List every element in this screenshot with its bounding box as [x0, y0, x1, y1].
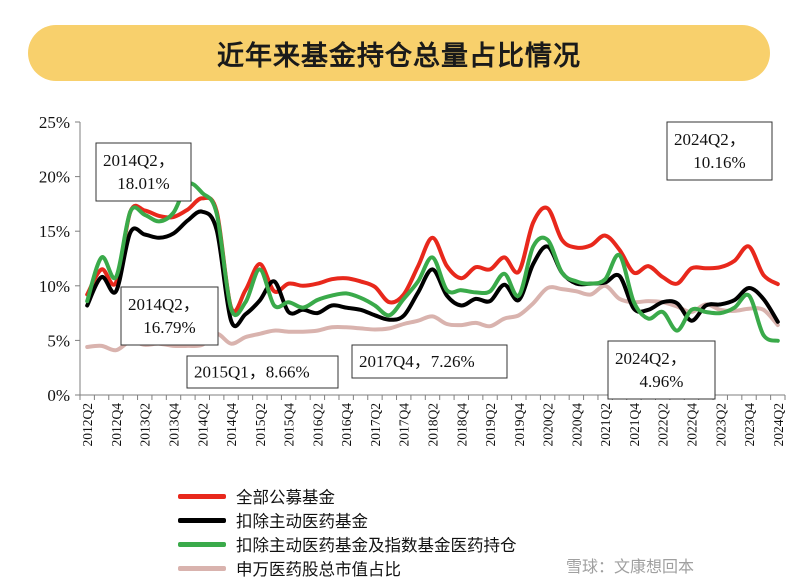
y-tick-label: 15% [39, 222, 70, 241]
series-excl-active-and-index-pharma-line [85, 181, 780, 343]
y-tick-label: 25% [39, 113, 70, 132]
legend-swatch [178, 517, 226, 523]
x-tick-label: 2016Q2 [310, 403, 325, 447]
x-tick-label: 2012Q2 [80, 403, 95, 447]
x-tick-label: 2023Q4 [742, 403, 757, 447]
legend-label: 申万医药股总市值占比 [236, 560, 401, 579]
legend-swatch [178, 493, 226, 499]
x-tick-label: 2018Q4 [454, 403, 469, 447]
x-tick-label: 2020Q2 [541, 403, 556, 447]
annotation-frame [120, 286, 219, 346]
legend-item: 全部公募基金 [178, 484, 517, 508]
x-tick-label: 2018Q2 [426, 403, 441, 447]
x-tick-label: 2024Q2 [771, 403, 786, 447]
legend-label: 扣除主动医药基金及指数基金医药持仓 [236, 536, 517, 555]
legend-item: 扣除主动医药基金及指数基金医药持仓 [178, 532, 517, 556]
annotation-label: 4.96% [640, 372, 684, 391]
series-all-public-funds-line [85, 195, 780, 314]
x-tick-label: 2019Q2 [483, 403, 498, 447]
x-tick-label: 2022Q2 [656, 403, 671, 447]
x-tick-label: 2016Q4 [339, 403, 354, 447]
annotation-box: 2014Q2， 16.79% [120, 286, 219, 346]
annotation-frame [351, 344, 508, 379]
legend-label: 全部公募基金 [236, 488, 335, 507]
x-tick-label: 2014Q2 [195, 403, 210, 447]
annotation-label: 2014Q2， [103, 151, 175, 170]
x-tick-label: 2021Q2 [598, 403, 613, 447]
annotation-box: 2024Q2， 10.16% [666, 121, 773, 181]
title-banner: 近年来基金持仓总量占比情况 [28, 25, 770, 81]
x-tick-label: 2019Q4 [512, 403, 527, 447]
annotation-frame [186, 355, 339, 389]
annotation-label: 2017Q4，7.26% [359, 352, 475, 371]
x-tick-label: 2022Q4 [684, 403, 699, 447]
x-tick-label: 2013Q4 [167, 403, 182, 447]
legend-swatch [178, 541, 226, 547]
y-tick-label: 5% [47, 331, 70, 350]
x-tick-label: 2021Q4 [627, 403, 642, 447]
annotation-label: 18.01% [117, 174, 169, 193]
annotation-box: 2014Q2， 18.01% [95, 142, 192, 202]
legend-item: 申万医药股总市值占比 [178, 556, 517, 580]
annotation-box: 2024Q2， 4.96% [607, 340, 716, 400]
annotation-box: 2017Q4，7.26% [351, 344, 508, 379]
legend-label: 扣除主动医药基金 [236, 512, 368, 531]
x-tick-label: 2023Q2 [713, 403, 728, 447]
x-tick-label: 2014Q4 [224, 403, 239, 447]
chart-title: 近年来基金持仓总量占比情况 [217, 40, 581, 72]
annotation-label: 10.16% [693, 153, 745, 172]
annotation-label: 2024Q2， [674, 130, 746, 149]
x-tick-label: 2017Q2 [368, 403, 383, 447]
y-tick-label: 0% [47, 386, 70, 405]
y-tick-label: 10% [39, 277, 70, 296]
annotation-frame [95, 142, 192, 202]
legend: 全部公募基金扣除主动医药基金扣除主动医药基金及指数基金医药持仓 申万医药股总市值占… [178, 484, 517, 580]
x-tick-label: 2015Q2 [253, 403, 268, 447]
series-excl-active-pharma-line [85, 209, 780, 329]
annotation-label: 2015Q1，8.66% [194, 363, 310, 382]
annotation-frame [607, 340, 716, 400]
x-tick-label: 2017Q4 [397, 403, 412, 447]
y-tick-label: 20% [39, 168, 70, 187]
watermark: 雪球：文康想回本 [566, 553, 694, 577]
legend-item: 扣除主动医药基金 [178, 508, 517, 532]
x-tick-label: 2015Q4 [282, 403, 297, 447]
x-tick-label: 2020Q4 [569, 403, 584, 447]
annotation-label: 2024Q2， [615, 349, 687, 368]
annotation-label: 2014Q2， [128, 295, 200, 314]
x-tick-label: 2013Q2 [138, 403, 153, 447]
legend-swatch [178, 565, 226, 571]
annotation-label: 16.79% [143, 318, 195, 337]
annotation-box: 2015Q1，8.66% [186, 355, 339, 389]
x-tick-label: 2012Q4 [109, 403, 124, 447]
annotation-frame [666, 121, 773, 181]
watermark-text: 雪球：文康想回本 [566, 557, 695, 576]
